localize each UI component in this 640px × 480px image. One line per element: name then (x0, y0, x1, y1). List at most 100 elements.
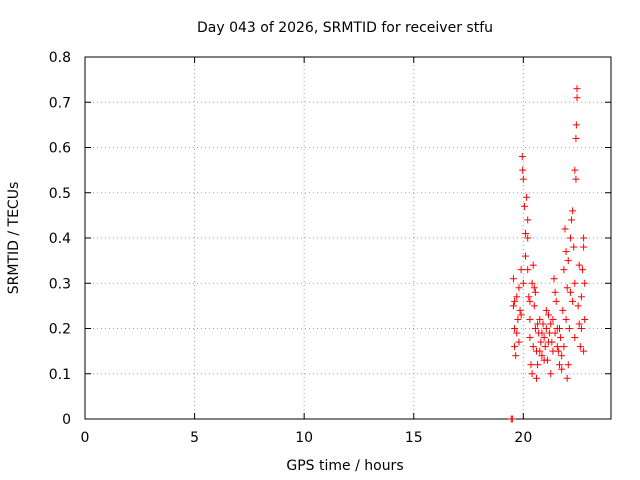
data-point (563, 284, 571, 292)
y-tick-label: 0.6 (49, 141, 71, 157)
data-point (575, 320, 583, 328)
y-tick-label: 0.7 (49, 95, 71, 111)
data-point (518, 153, 526, 161)
data-point (540, 356, 548, 364)
x-tick-label: 15 (405, 430, 423, 446)
y-tick-label: 0.3 (49, 276, 71, 292)
data-point (514, 315, 522, 323)
y-tick-label: 0.5 (49, 186, 71, 202)
data-point (536, 347, 544, 355)
data-point (560, 266, 568, 274)
x-axis-label: GPS time / hours (286, 458, 403, 474)
data-point (516, 306, 524, 314)
data-point (517, 266, 525, 274)
data-point (566, 288, 574, 296)
data-point (527, 361, 535, 369)
data-point (568, 216, 576, 224)
data-point (553, 343, 561, 351)
data-point (528, 370, 536, 378)
data-point (571, 166, 579, 174)
x-tick-label: 10 (295, 430, 313, 446)
y-tick-label: 0.1 (49, 367, 71, 383)
data-point (511, 297, 519, 305)
data-point (564, 361, 572, 369)
data-point (524, 266, 532, 274)
data-point (580, 347, 588, 355)
data-point (511, 343, 519, 351)
data-point (520, 202, 528, 210)
data-point (526, 315, 534, 323)
data-point (529, 343, 537, 351)
data-point (526, 297, 534, 305)
data-point (538, 329, 546, 337)
data-point (545, 311, 553, 319)
data-point (558, 365, 566, 373)
data-point (524, 234, 532, 242)
data-point (555, 361, 563, 369)
data-point (530, 284, 538, 292)
data-point (577, 325, 585, 332)
data-point (549, 315, 557, 323)
data-point (576, 343, 584, 351)
data-point (531, 325, 539, 332)
data-point (559, 306, 567, 314)
data-point (552, 297, 560, 305)
data-point (571, 279, 579, 287)
data-point (523, 193, 531, 201)
data-point (513, 329, 521, 337)
data-point (569, 207, 577, 215)
data-point (508, 415, 516, 423)
data-point (524, 216, 532, 224)
x-tick-label: 20 (514, 430, 532, 446)
data-point (565, 325, 573, 332)
data-point (562, 248, 570, 256)
data-point (561, 225, 569, 233)
data-point (577, 293, 585, 301)
data-point (560, 343, 568, 351)
data-point (547, 370, 555, 378)
data-point (532, 374, 540, 382)
data-point (558, 352, 566, 360)
data-point (540, 334, 548, 342)
data-point (509, 275, 517, 283)
data-point (581, 279, 589, 287)
data-point (557, 334, 565, 342)
y-tick-label: 0 (62, 412, 71, 428)
data-point (572, 121, 580, 129)
data-point (564, 257, 572, 265)
data-point (522, 229, 530, 237)
axis-ticks (84, 56, 611, 420)
data-point (530, 302, 538, 310)
data-point (519, 175, 527, 183)
y-tick-label: 0.8 (49, 50, 71, 66)
data-point (563, 374, 571, 382)
data-point (509, 302, 517, 310)
data-point (542, 306, 550, 314)
data-point (517, 311, 525, 319)
data-point (569, 297, 577, 305)
data-point (572, 134, 580, 142)
x-tick-label: 5 (190, 430, 199, 446)
y-tick-label: 0.4 (49, 231, 71, 247)
data-point (575, 261, 583, 269)
data-point (538, 352, 546, 360)
data-point (571, 334, 579, 342)
data-point (574, 302, 582, 310)
data-point (573, 94, 581, 102)
data-point (522, 252, 530, 260)
data-point (581, 315, 589, 323)
data-point (551, 288, 559, 296)
y-axis-label: SRMTID / TECUs (6, 182, 22, 295)
data-point (511, 325, 519, 332)
data-point (550, 275, 558, 283)
data-point (566, 234, 574, 242)
data-point (515, 284, 523, 292)
x-tick-label: 0 (81, 430, 90, 446)
data-point (526, 334, 534, 342)
data-point (537, 338, 545, 346)
data-point (579, 266, 587, 274)
grid (85, 57, 611, 419)
data-point (580, 243, 588, 251)
data-point (542, 325, 550, 332)
